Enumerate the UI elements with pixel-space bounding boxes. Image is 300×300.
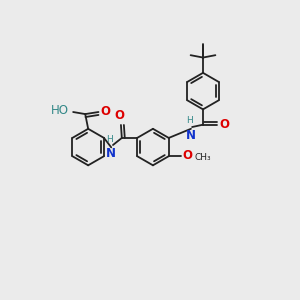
Text: HO: HO <box>50 104 68 117</box>
Text: O: O <box>219 118 229 131</box>
Text: O: O <box>182 149 192 162</box>
Text: CH₃: CH₃ <box>195 153 211 162</box>
Text: H: H <box>186 116 193 125</box>
Text: O: O <box>100 105 110 118</box>
Text: N: N <box>186 129 196 142</box>
Text: H: H <box>106 135 113 144</box>
Text: N: N <box>106 147 116 160</box>
Text: O: O <box>115 109 125 122</box>
